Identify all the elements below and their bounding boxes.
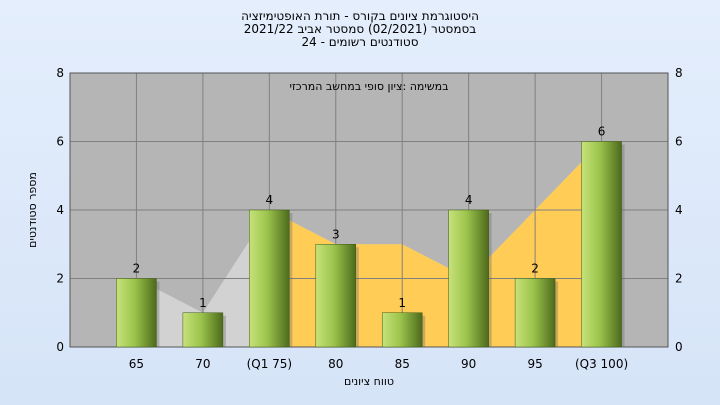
data-label: 2 [531,262,539,276]
y-tick-label-right: 0 [675,340,683,354]
data-label: 2 [133,262,141,276]
chart-title: היסטוגרמת ציונים בקורס - תורת האופטימיזצ… [0,10,720,49]
bar [182,312,224,348]
x-tick-label: 65 [129,357,144,371]
x-tick-label: (Q3 100) [575,357,628,371]
bar [249,209,290,348]
x-tick-label: 90 [461,357,476,371]
x-tick-label: 80 [328,357,343,371]
bar [116,278,157,348]
y-tick-label-left: 2 [56,272,64,286]
title-line-1: היסטוגרמת ציונים בקורס - תורת האופטימיזצ… [241,9,479,23]
x-tick-label: 95 [527,357,542,371]
x-tick-label: 85 [395,357,410,371]
y-tick-label-right: 6 [675,135,683,149]
y-tick-label-left: 4 [56,203,64,217]
data-label: 4 [266,193,274,207]
chart-annotation: במשימה :ציון סופי במחשב המרכזי [289,80,448,93]
y-axis-title: מספר סטודנטים [26,172,39,248]
data-label: 6 [598,125,606,139]
x-tick-label: (Q1 75) [247,357,293,371]
y-tick-label-right: 4 [675,203,683,217]
bar [448,209,489,348]
y-tick-label-right: 2 [675,272,683,286]
data-label: 4 [465,193,473,207]
x-axis-title: טווח ציונים [344,375,394,388]
title-line-3: סטודנטים רשומים - 24 [301,35,419,49]
title-line-2: בסמסטר (02/2021) סמסטר אביב 2021/22 [243,22,477,36]
y-tick-label-left: 8 [56,66,64,80]
y-tick-label-left: 6 [56,135,64,149]
data-label: 3 [332,227,340,241]
y-tick-label-left: 0 [56,340,64,354]
plot-frame [69,72,669,348]
bar [514,278,556,348]
data-label: 1 [398,296,406,310]
bar [381,312,423,348]
y-tick-label-right: 8 [675,66,683,80]
data-label: 1 [199,296,207,310]
x-tick-label: 70 [195,357,210,371]
bar [581,141,622,348]
bar [315,244,357,348]
